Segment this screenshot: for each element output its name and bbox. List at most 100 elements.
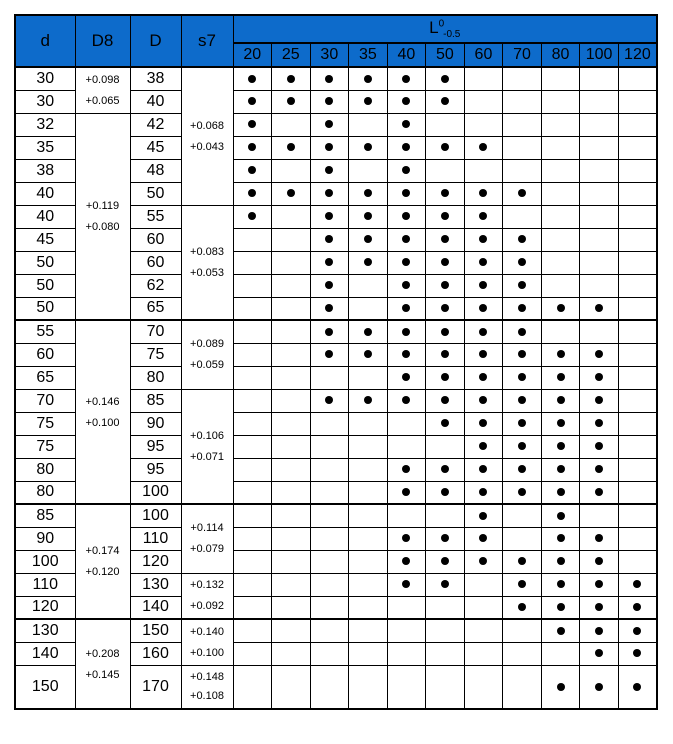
dimension-table: d D8 D s7 L0-0.5 20 25 30 35 40 50 60 70 80 100 12… xyxy=(14,14,658,710)
d8-tolerance-cell: +0.098 +0.065 xyxy=(74,66,131,114)
availability-dot xyxy=(325,74,334,83)
length-50-cell xyxy=(425,204,465,229)
s7-tolerance-cell: +0.114 +0.079 xyxy=(180,503,234,574)
D-value: 100 xyxy=(129,480,182,505)
length-60-cell xyxy=(463,365,504,390)
length-35-cell xyxy=(348,641,388,666)
length-70-cell xyxy=(502,250,542,275)
table-row: 130 +0.208 +0.145 150 +0.140 +0.100 xyxy=(14,618,658,710)
availability-dot xyxy=(402,235,411,244)
length-25-cell xyxy=(271,618,311,643)
availability-dot xyxy=(325,304,334,313)
d-value: 65 xyxy=(14,365,76,390)
d8-lower-deviation: +0.145 xyxy=(85,668,120,681)
length-80-cell xyxy=(540,641,581,666)
availability-dot xyxy=(286,189,295,198)
length-120-cell xyxy=(617,365,658,390)
length-50-cell xyxy=(425,388,465,413)
length-100-cell xyxy=(579,434,619,459)
length-80-cell xyxy=(540,618,581,643)
availability-dot xyxy=(479,212,488,221)
availability-dot xyxy=(402,534,411,543)
length-25-cell xyxy=(271,457,311,482)
table-row: 30 40 xyxy=(14,89,658,114)
length-50-cell xyxy=(425,112,465,137)
length-30-cell xyxy=(309,181,350,206)
length-70-cell xyxy=(502,158,542,183)
availability-dot xyxy=(479,327,488,336)
d8-tolerance-cell: +0.174 +0.120 xyxy=(74,503,131,620)
length-30-cell xyxy=(309,250,350,275)
D-value: 85 xyxy=(129,388,182,413)
availability-dot xyxy=(440,488,449,497)
length-40-cell xyxy=(386,112,427,137)
d8-tolerance-values: +0.098 +0.065 xyxy=(76,74,129,107)
length-100-cell xyxy=(579,641,619,666)
length-120-cell xyxy=(617,434,658,459)
s7-tolerance-cell: +0.140 +0.100 xyxy=(180,618,234,666)
availability-dot xyxy=(479,143,488,152)
length-40-cell xyxy=(386,365,427,390)
length-40-cell xyxy=(386,457,427,482)
availability-dot xyxy=(325,189,334,198)
length-120-cell xyxy=(617,158,658,183)
length-100-cell xyxy=(579,365,619,390)
availability-dot xyxy=(402,281,411,290)
availability-dot xyxy=(556,682,565,691)
table-row: 55 +0.146 +0.100 70 +0.089 +0.059 xyxy=(14,319,658,505)
table-row: 80 95 xyxy=(14,457,658,482)
s7-tolerance-cell: +0.083 +0.053 xyxy=(180,204,234,321)
s7-lower-deviation: +0.108 xyxy=(190,690,224,703)
s7-upper-deviation: +0.140 xyxy=(190,625,224,638)
length-20-cell xyxy=(232,618,273,643)
availability-dot xyxy=(633,580,642,589)
length-20-cell xyxy=(232,296,273,321)
length-35-cell xyxy=(348,158,388,183)
length-70-cell xyxy=(502,549,542,574)
length-20-cell xyxy=(232,204,273,229)
length-25-cell xyxy=(271,158,311,183)
s7-tolerance-cell: +0.089 +0.059 xyxy=(180,319,234,390)
s7-upper-deviation: +0.089 xyxy=(190,338,224,351)
s7-lower-deviation: +0.071 xyxy=(190,450,224,463)
availability-dot xyxy=(517,281,526,290)
length-80-cell xyxy=(540,503,581,528)
d-value: 100 xyxy=(14,549,76,574)
availability-dot xyxy=(633,603,642,612)
length-70-cell xyxy=(502,342,542,367)
length-80-cell xyxy=(540,319,581,344)
length-header-20: 20 xyxy=(232,42,273,68)
availability-dot xyxy=(517,327,526,336)
length-50-cell xyxy=(425,526,465,551)
length-120-cell xyxy=(617,342,658,367)
D-value: 42 xyxy=(129,112,182,137)
length-35-cell xyxy=(348,319,388,344)
s7-tolerance-values: +0.089 +0.059 xyxy=(182,338,232,371)
length-25-cell xyxy=(271,89,311,114)
length-100-cell xyxy=(579,480,619,505)
availability-dot xyxy=(479,419,488,428)
D-value: 75 xyxy=(129,342,182,367)
length-20-cell xyxy=(232,664,273,710)
d8-tolerance-values: +0.119 +0.080 xyxy=(76,200,129,233)
length-35-cell xyxy=(348,411,388,436)
d-value: 35 xyxy=(14,135,76,160)
availability-dot xyxy=(556,580,565,589)
length-80-cell xyxy=(540,664,581,710)
length-80-cell xyxy=(540,112,581,137)
length-50-cell xyxy=(425,319,465,344)
length-70-cell xyxy=(502,112,542,137)
d8-tolerance-values: +0.208 +0.145 xyxy=(76,648,129,681)
length-20-cell xyxy=(232,595,273,620)
length-80-cell xyxy=(540,89,581,114)
length-header-100: 100 xyxy=(579,42,619,68)
length-30-cell xyxy=(309,549,350,574)
availability-dot xyxy=(325,235,334,244)
availability-dot xyxy=(325,166,334,175)
length-120-cell xyxy=(617,411,658,436)
length-40-cell xyxy=(386,526,427,551)
length-20-cell xyxy=(232,641,273,666)
length-80-cell xyxy=(540,365,581,390)
length-20-cell xyxy=(232,112,273,137)
length-header-25: 25 xyxy=(271,42,311,68)
